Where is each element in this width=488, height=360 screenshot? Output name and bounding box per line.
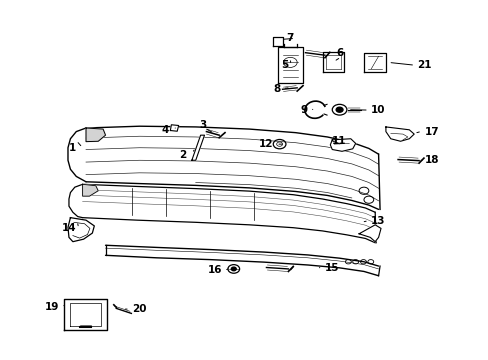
Text: 19: 19 bbox=[45, 302, 59, 312]
Text: 3: 3 bbox=[199, 120, 206, 130]
Text: 8: 8 bbox=[273, 84, 281, 94]
Polygon shape bbox=[363, 53, 385, 72]
Polygon shape bbox=[170, 125, 178, 131]
Text: 2: 2 bbox=[179, 150, 185, 160]
Text: 6: 6 bbox=[335, 48, 343, 58]
Polygon shape bbox=[105, 245, 378, 276]
Text: 4: 4 bbox=[161, 125, 168, 135]
Text: 17: 17 bbox=[424, 127, 439, 136]
Polygon shape bbox=[82, 184, 98, 196]
Polygon shape bbox=[86, 128, 105, 141]
Text: 5: 5 bbox=[281, 60, 288, 70]
Text: 11: 11 bbox=[331, 136, 346, 145]
Polygon shape bbox=[86, 126, 378, 210]
Polygon shape bbox=[330, 139, 355, 151]
Polygon shape bbox=[64, 299, 107, 329]
Text: 21: 21 bbox=[417, 60, 431, 70]
Text: 18: 18 bbox=[424, 155, 439, 165]
Polygon shape bbox=[68, 218, 94, 242]
Text: 20: 20 bbox=[132, 304, 146, 314]
Circle shape bbox=[335, 107, 342, 112]
Text: 10: 10 bbox=[370, 105, 385, 115]
Text: 13: 13 bbox=[370, 216, 385, 226]
Circle shape bbox=[231, 267, 236, 271]
Polygon shape bbox=[82, 184, 374, 243]
Polygon shape bbox=[69, 184, 82, 218]
Polygon shape bbox=[385, 127, 413, 141]
Text: 15: 15 bbox=[325, 263, 339, 273]
Polygon shape bbox=[277, 47, 303, 83]
Polygon shape bbox=[272, 37, 282, 45]
Polygon shape bbox=[322, 51, 344, 72]
Text: 16: 16 bbox=[207, 265, 222, 275]
Polygon shape bbox=[191, 135, 204, 160]
Text: 9: 9 bbox=[300, 105, 307, 115]
Text: 12: 12 bbox=[259, 139, 273, 149]
Text: 1: 1 bbox=[69, 143, 76, 153]
Text: 14: 14 bbox=[61, 224, 76, 233]
Text: 7: 7 bbox=[285, 33, 293, 43]
Polygon shape bbox=[68, 128, 86, 182]
Polygon shape bbox=[358, 225, 380, 242]
